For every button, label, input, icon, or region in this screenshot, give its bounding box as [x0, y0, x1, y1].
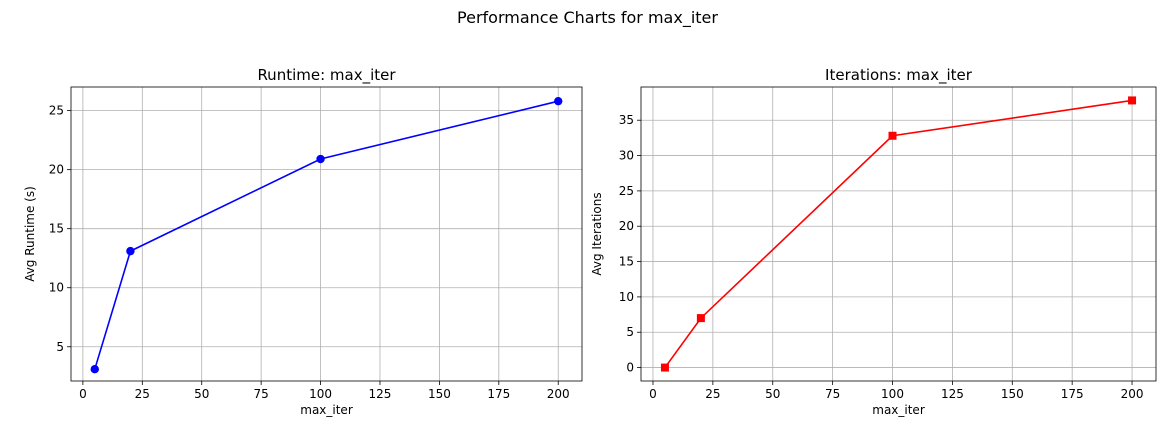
x-tick-label: 200: [1121, 387, 1144, 401]
x-tick-label: 125: [369, 387, 392, 401]
runtime-series-line: [94, 100, 559, 370]
runtime-y-axis-label: Avg Runtime (s): [23, 186, 37, 282]
runtime-plot-frame: [70, 86, 583, 382]
x-tick-label: 0: [79, 387, 87, 401]
iterations-x-axis-label: max_iter: [872, 403, 925, 417]
y-tick-label: 5: [626, 325, 634, 339]
runtime-x-axis-label: max_iter: [300, 403, 353, 417]
x-tick-label: 150: [1001, 387, 1024, 401]
figure-title: Performance Charts for max_iter: [457, 8, 718, 27]
y-tick-label: 20: [49, 163, 64, 177]
iterations-chart: 0 25 50 75 100 125 150 175 200 0 5 10 15 20 25 30 35 Iter…: [590, 66, 1157, 417]
y-tick-label: 5: [56, 340, 64, 354]
iterations-data-point: [888, 131, 897, 140]
x-tick-label: 0: [649, 387, 657, 401]
x-tick-label: 50: [765, 387, 780, 401]
runtime-data-point: [554, 96, 563, 106]
y-tick-label: 35: [619, 113, 634, 127]
y-tick-label: 0: [626, 361, 634, 375]
iterations-data-point: [696, 314, 705, 323]
runtime-data-point: [316, 154, 325, 164]
x-tick-label: 150: [428, 387, 451, 401]
iterations-chart-title: Iterations: max_iter: [825, 66, 973, 85]
x-tick-label: 200: [547, 387, 570, 401]
runtime-data-point: [126, 246, 135, 256]
x-tick-label: 125: [941, 387, 964, 401]
y-tick-label: 15: [49, 222, 64, 236]
x-tick-label: 175: [1061, 387, 1084, 401]
runtime-chart: 0 25 50 75 100 125 150 175 200 5 10 15 20 25 Runtime: …: [23, 66, 583, 417]
y-tick-label: 15: [619, 255, 634, 269]
x-tick-label: 25: [135, 387, 150, 401]
iterations-data-point: [1128, 96, 1137, 105]
x-tick-label: 175: [487, 387, 510, 401]
y-tick-label: 10: [619, 290, 634, 304]
iterations-y-axis-label: Avg Iterations: [590, 192, 604, 275]
runtime-data-point: [90, 364, 99, 374]
y-tick-label: 25: [619, 184, 634, 198]
x-tick-label: 100: [881, 387, 904, 401]
iterations-series-line: [664, 99, 1133, 369]
y-tick-label: 30: [619, 149, 634, 163]
iterations-plot-frame: [640, 86, 1157, 382]
x-tick-label: 100: [309, 387, 332, 401]
y-tick-label: 20: [619, 219, 634, 233]
iterations-data-point: [660, 363, 669, 372]
y-tick-label: 25: [49, 104, 64, 118]
y-tick-label: 10: [49, 281, 64, 295]
x-tick-label: 50: [194, 387, 209, 401]
x-tick-label: 75: [253, 387, 268, 401]
runtime-chart-title: Runtime: max_iter: [257, 66, 396, 85]
x-tick-label: 75: [825, 387, 840, 401]
x-tick-label: 25: [705, 387, 720, 401]
